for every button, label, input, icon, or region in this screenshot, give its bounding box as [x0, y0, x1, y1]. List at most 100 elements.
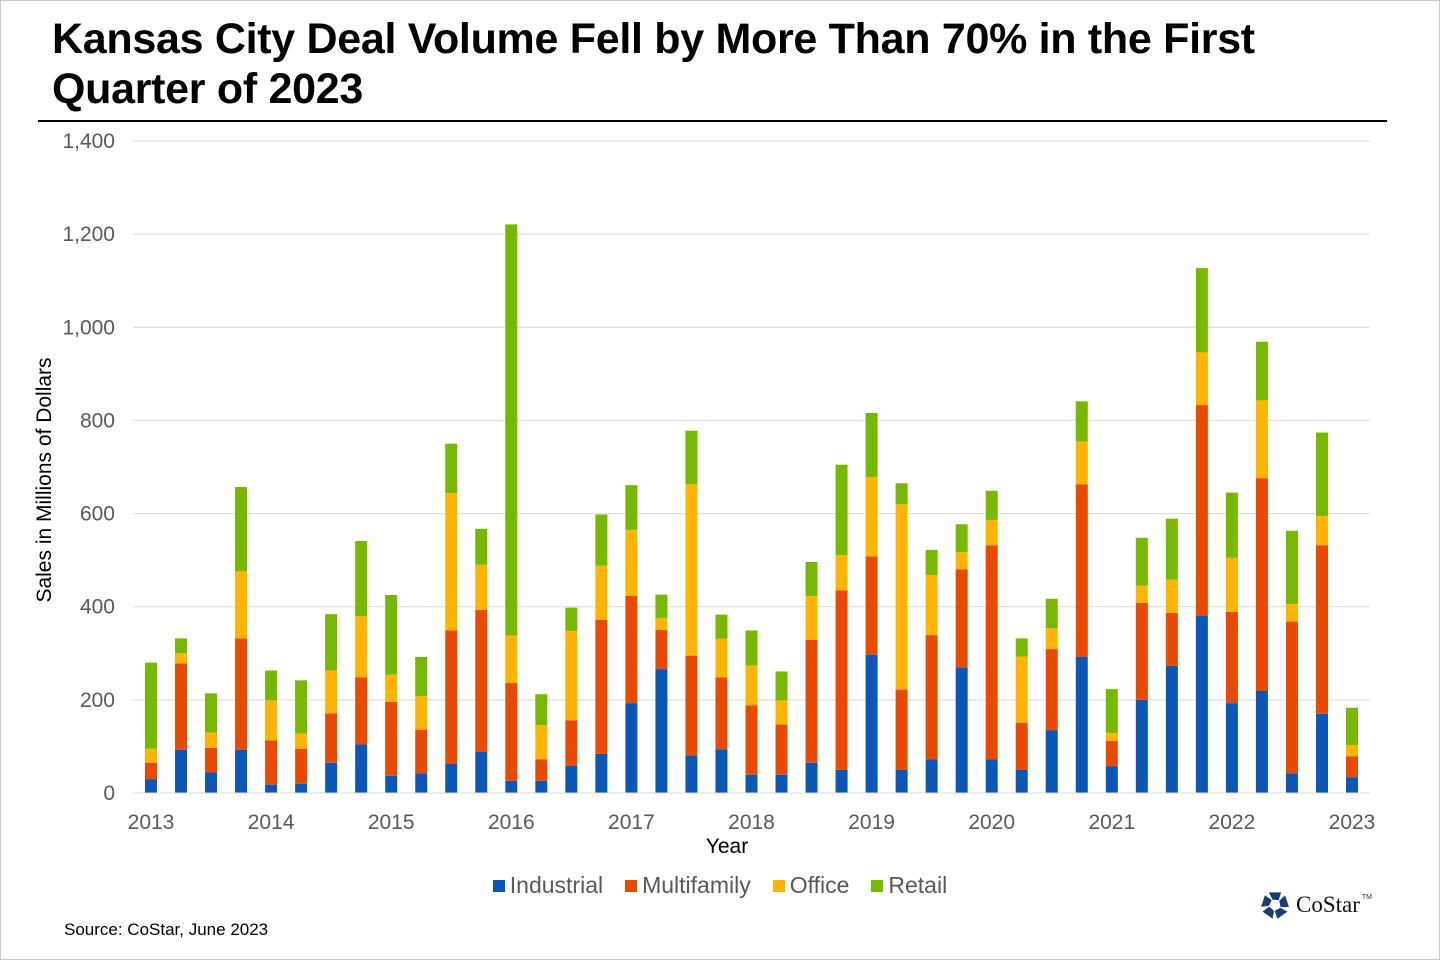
- bar-stack: [805, 562, 818, 793]
- bar-stack: [475, 528, 488, 793]
- bar-segment-retail: [775, 671, 788, 701]
- bar-segment-multifamily: [535, 759, 548, 781]
- bar-stack: [535, 694, 548, 793]
- bar-stack: [955, 524, 968, 793]
- bar-stack: [445, 443, 458, 793]
- bar-segment-retail: [415, 657, 428, 697]
- bar-segment-office: [985, 520, 998, 546]
- bar-segment-retail: [1075, 401, 1088, 442]
- bar-segment-office: [505, 635, 518, 684]
- bar-segment-multifamily: [745, 705, 758, 775]
- bar-segment-office: [895, 504, 908, 690]
- x-tick-label: 2015: [368, 811, 415, 834]
- bar-segment-office: [655, 617, 668, 630]
- bar-segment-retail: [1135, 537, 1148, 586]
- bar-segment-retail: [895, 483, 908, 505]
- bar-segment-retail: [505, 224, 518, 636]
- bar-stack: [505, 224, 518, 793]
- bar-segment-industrial: [1045, 730, 1058, 793]
- bar-segment-multifamily: [985, 545, 998, 760]
- bar-segment-retail: [955, 524, 968, 553]
- bar-segment-retail: [295, 680, 308, 734]
- legend: Industrial Multifamily Office Retail: [0, 872, 1440, 899]
- costar-logo: CoStar TM: [1260, 890, 1372, 920]
- bars: [145, 224, 1358, 793]
- bar-segment-office: [1105, 732, 1118, 741]
- bar-segment-retail: [1165, 518, 1178, 580]
- bar-segment-retail: [1315, 432, 1328, 516]
- y-tick-label: 800: [80, 409, 115, 432]
- x-axis-title: Year: [706, 835, 748, 858]
- bar-segment-multifamily: [595, 619, 608, 754]
- bar-segment-industrial: [535, 780, 548, 793]
- bar-segment-office: [685, 484, 698, 656]
- bar-segment-retail: [205, 693, 218, 733]
- bar-segment-industrial: [1015, 769, 1028, 793]
- bar-segment-multifamily: [295, 748, 308, 784]
- bar-segment-multifamily: [655, 630, 668, 670]
- bar-stack: [1045, 598, 1058, 793]
- bar-segment-retail: [715, 614, 728, 639]
- legend-swatch: [772, 879, 785, 892]
- bar-segment-industrial: [385, 775, 398, 793]
- bar-segment-industrial: [715, 749, 728, 793]
- bar-stack: [175, 638, 188, 793]
- bar-stack: [355, 541, 368, 793]
- bar-segment-industrial: [1346, 777, 1358, 793]
- bar-segment-retail: [175, 638, 188, 654]
- bar-segment-industrial: [1255, 691, 1268, 793]
- logo-trademark: TM: [1361, 893, 1372, 901]
- bar-segment-retail: [655, 594, 668, 618]
- bar-segment-industrial: [325, 762, 338, 793]
- logo-wedge: [1268, 892, 1282, 901]
- y-tick-label: 200: [80, 689, 115, 712]
- bar-segment-multifamily: [865, 556, 878, 655]
- bar-stack: [1346, 707, 1358, 793]
- bar-segment-multifamily: [325, 713, 338, 763]
- bar-segment-industrial: [835, 769, 848, 793]
- legend-label: Office: [789, 872, 850, 898]
- bar-segment-office: [1346, 745, 1358, 757]
- bar-segment-multifamily: [1015, 722, 1028, 770]
- bar-stack: [715, 614, 728, 793]
- bar-segment-office: [175, 653, 188, 664]
- bar-segment-office: [1045, 628, 1058, 650]
- bar-stack: [625, 485, 638, 793]
- bar-stack: [205, 693, 218, 793]
- bar-segment-retail: [1346, 707, 1358, 746]
- bar-segment-retail: [1045, 598, 1058, 629]
- bar-stack: [745, 630, 758, 793]
- bar-stack: [1315, 432, 1328, 793]
- bar-segment-multifamily: [835, 590, 848, 770]
- bar-segment-office: [565, 630, 578, 721]
- bar-segment-industrial: [1105, 766, 1118, 793]
- bar-segment-industrial: [475, 752, 488, 793]
- bar-segment-retail: [625, 485, 638, 530]
- bar-segment-office: [865, 477, 878, 557]
- bar-segment-industrial: [595, 753, 608, 793]
- bar-segment-multifamily: [625, 596, 638, 704]
- x-tick-label: 2013: [128, 811, 175, 834]
- bar-segment-office: [925, 575, 938, 636]
- bar-segment-multifamily: [355, 677, 368, 745]
- bar-segment-industrial: [295, 783, 308, 793]
- bar-stack: [1105, 689, 1118, 793]
- logo-wedge: [1262, 906, 1274, 919]
- bar-segment-office: [1255, 400, 1268, 479]
- bar-segment-office: [1225, 557, 1238, 612]
- bar-segment-industrial: [175, 749, 188, 793]
- bar-segment-multifamily: [475, 609, 488, 753]
- bar-segment-retail: [145, 662, 157, 749]
- bar-segment-retail: [1285, 530, 1298, 604]
- bar-segment-office: [265, 700, 278, 741]
- bar-segment-office: [535, 725, 548, 760]
- x-tick-label: 2017: [608, 811, 655, 834]
- bar-segment-retail: [235, 487, 248, 572]
- bar-segment-multifamily: [415, 729, 428, 774]
- bar-segment-multifamily: [1105, 740, 1118, 767]
- bar-segment-retail: [1255, 341, 1268, 401]
- bar-segment-industrial: [1195, 616, 1208, 793]
- bar-segment-industrial: [775, 774, 788, 793]
- bar-segment-industrial: [895, 769, 908, 793]
- bar-segment-multifamily: [1285, 621, 1298, 774]
